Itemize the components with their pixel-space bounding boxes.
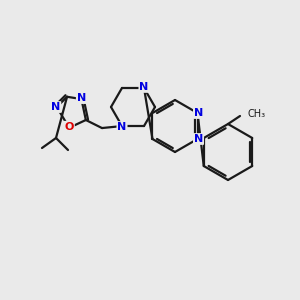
Text: N: N — [77, 93, 86, 103]
Text: N: N — [140, 82, 148, 92]
Text: CH₃: CH₃ — [247, 109, 265, 119]
Text: N: N — [117, 122, 127, 132]
Text: N: N — [194, 108, 203, 118]
Text: N: N — [194, 134, 203, 144]
Text: N: N — [51, 102, 60, 112]
Text: O: O — [64, 122, 74, 132]
